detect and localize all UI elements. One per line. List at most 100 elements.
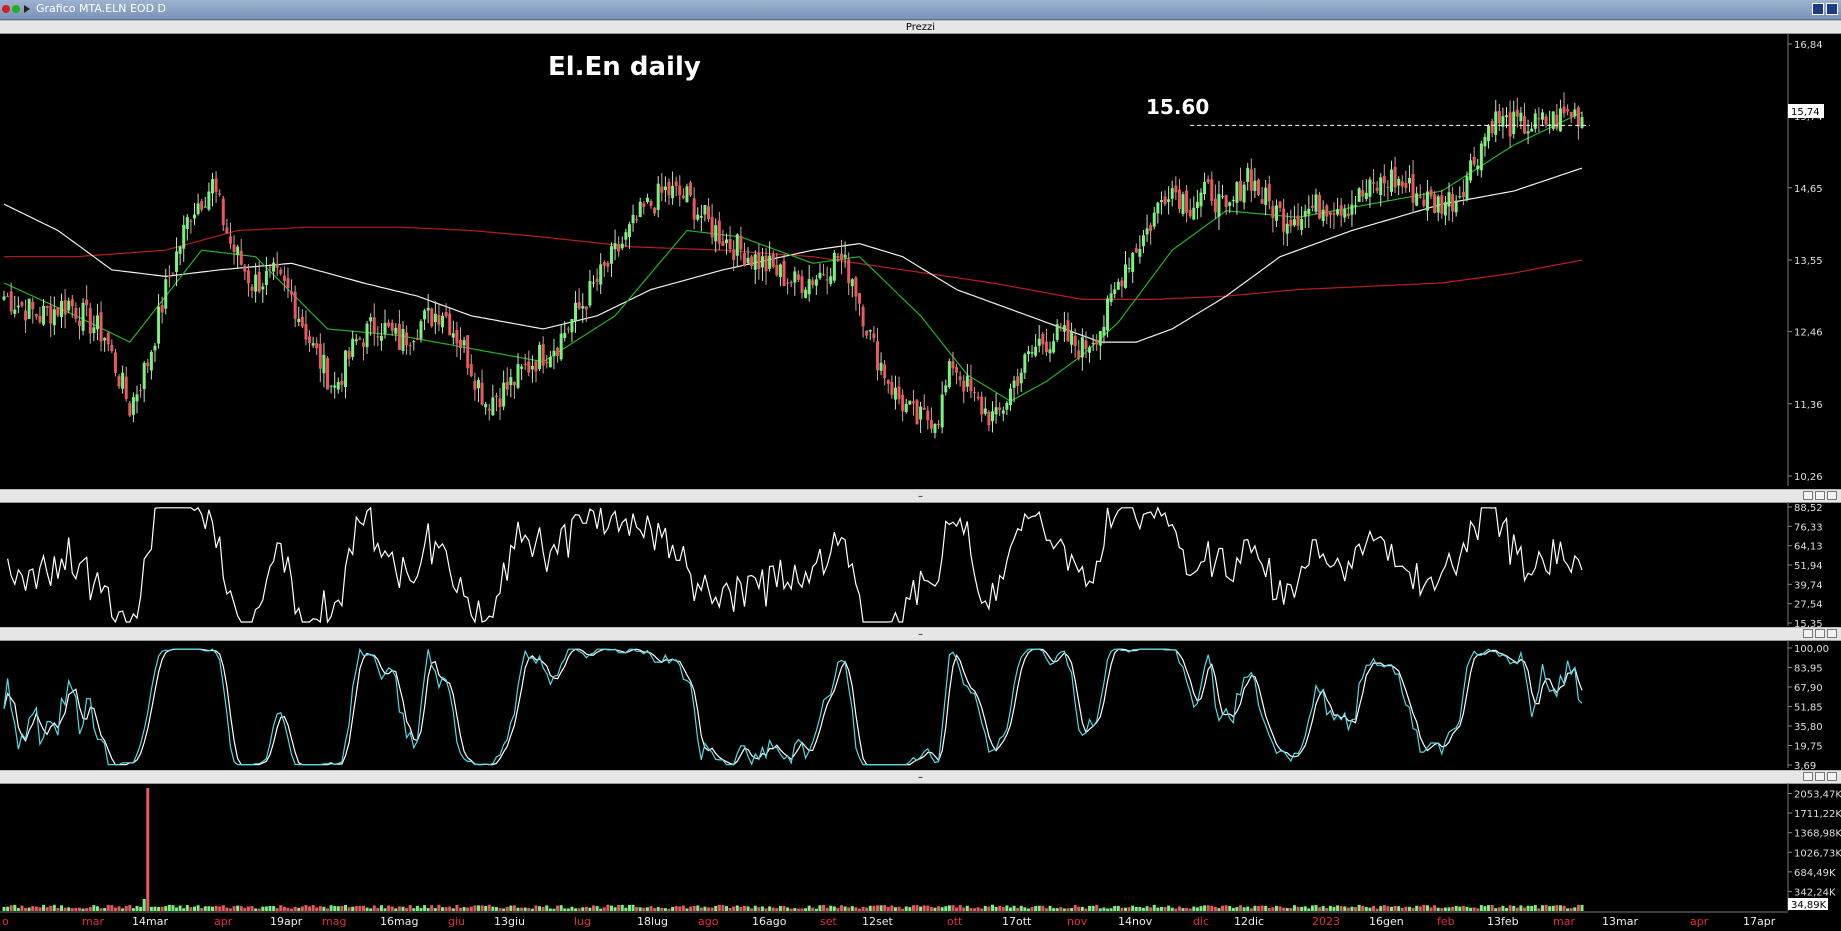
window-controls-left [2,5,30,24]
candle-body [516,364,520,388]
volume-bar [696,905,700,911]
candle-body [67,300,71,311]
candle-body [1264,187,1268,205]
panel-minimize-button[interactable] [1803,629,1813,638]
volume-bar [1159,906,1163,911]
candle-body [1231,199,1235,201]
volume-bar [1544,904,1548,911]
candle-body [1285,223,1289,234]
volume-bar [394,908,398,911]
volume-bar [1364,906,1368,911]
volume-bar [1379,906,1383,911]
price-panel[interactable]: 16,84 15,74 14,65 13,55 12,46 11,36 10,26 El.E… [2,34,1825,486]
candle-body [1393,167,1397,188]
candle-body [272,262,276,272]
volume-bar [1052,908,1056,911]
volume-tick-label: 342,24K [1794,887,1836,898]
volume-bar [182,908,186,911]
stochastic-panel[interactable]: 100,00 83,95 67,90 51,85 35,80 19,75 3,69 [3,640,1829,772]
panel-minimize-button[interactable] [1803,772,1813,781]
volume-bar [9,905,13,911]
volume-bar [1357,904,1361,911]
panel-maximize-button[interactable] [1815,629,1825,638]
volume-bar [480,905,484,911]
candle-body [962,380,966,392]
volume-bar [1080,906,1084,911]
panel-close-button[interactable] [1827,629,1837,638]
volume-panel[interactable]: 2053,47K 1711,22K 1368,98K 1026,73K 684,49K 3… [2,783,1841,911]
volume-bar [768,906,772,911]
close-dot-icon[interactable] [2,5,10,13]
candle-body [354,339,358,342]
volume-bar [1422,904,1426,911]
maximize-button[interactable] [1826,3,1838,15]
candle-body [1350,204,1354,215]
volume-bar [1066,908,1070,911]
candle-body [1138,249,1142,257]
volume-bar [1382,905,1386,911]
play-arrow-icon[interactable] [24,5,30,13]
volume-bar [476,905,480,911]
volume-bar [509,905,513,911]
volume-bar [38,907,42,911]
volume-bar [347,907,351,911]
panel-close-button[interactable] [1827,491,1837,500]
candle-body [1102,326,1106,336]
candle-body [581,306,585,309]
volume-bar [1274,905,1278,911]
volume-bar [286,907,290,911]
candle-body [1361,190,1365,197]
volume-bar [689,906,693,911]
level-annotation-label: 15.60 [1146,95,1209,119]
candle-body [466,335,470,369]
volume-bar [1508,905,1512,911]
candle-body [1461,191,1465,198]
volume-bar [487,904,491,911]
panel-close-button[interactable] [1827,772,1837,781]
volume-bar [976,907,980,911]
panel-minimize-button[interactable] [1803,491,1813,500]
volume-bar [333,906,337,911]
candle-body [415,338,419,340]
volume-bar [142,898,146,911]
volume-bar [56,908,60,911]
candle-body [218,193,222,195]
candle-body [987,411,991,426]
volume-bar [599,908,603,911]
candle-body [678,185,682,196]
volume-bar [692,905,696,911]
candle-body [613,243,617,250]
candle-body [1052,341,1056,353]
volume-bar [1407,906,1411,911]
candle-body [207,191,211,210]
candle-body [1206,179,1210,183]
volume-bar [933,907,937,911]
candle-body [171,272,175,274]
oscillator-panel[interactable]: 88,52 76,33 64,13 51,94 39,74 27,54 15,35 [7,502,1823,630]
candle-body [865,330,869,336]
candle-body [1443,202,1447,216]
candle-body [103,337,107,341]
volume-bar [397,906,401,911]
volume-bar [1404,906,1408,911]
panel-maximize-button[interactable] [1815,491,1825,500]
minimize-button[interactable] [1812,3,1824,15]
green-dot-icon[interactable] [12,5,20,13]
price-tick-label: 13,55 [1794,256,1823,267]
volume-bar [1123,907,1127,911]
candle-body [1109,293,1113,302]
panel-maximize-button[interactable] [1815,772,1825,781]
volume-bar [1526,905,1530,911]
volume-bar [566,908,570,911]
candle-body [800,276,804,294]
candle-body [1519,112,1523,122]
candle-body [1454,200,1458,213]
volume-bar [1314,905,1318,911]
candle-body [1292,219,1296,226]
candle-body [250,286,254,291]
volume-bar [940,907,944,911]
volume-bar [879,905,883,911]
volume-bar [685,908,689,911]
volume-bar [890,905,894,911]
